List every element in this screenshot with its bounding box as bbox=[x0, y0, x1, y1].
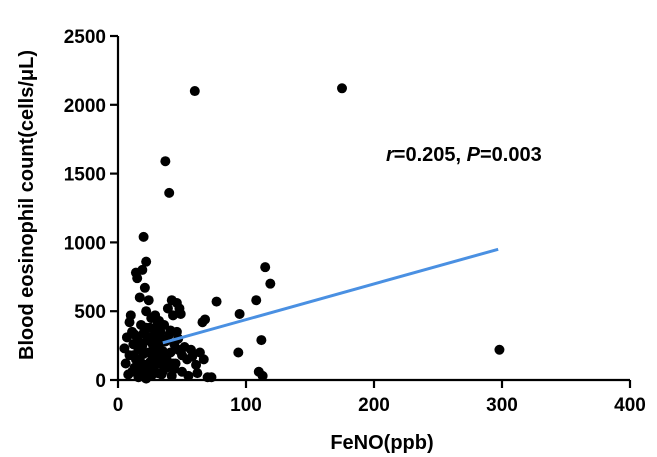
data-point bbox=[121, 332, 132, 343]
data-point bbox=[141, 306, 152, 317]
data-point bbox=[136, 337, 147, 348]
y-tick-label: 1500 bbox=[64, 165, 106, 186]
data-point bbox=[175, 308, 186, 319]
data-point bbox=[256, 335, 267, 346]
x-tick-label: 400 bbox=[614, 395, 646, 416]
data-point bbox=[152, 317, 163, 328]
data-point bbox=[164, 187, 175, 198]
x-tick-label: 0 bbox=[113, 395, 124, 416]
data-point bbox=[129, 329, 140, 340]
data-point bbox=[234, 308, 245, 319]
x-axis-title: FeNO(ppb) bbox=[330, 432, 433, 454]
data-point bbox=[151, 337, 162, 348]
correlation-annotation: r=0.205, P=0.003 bbox=[386, 144, 542, 166]
data-point bbox=[119, 343, 130, 354]
data-point bbox=[156, 369, 167, 380]
y-tick-label: 1000 bbox=[64, 233, 106, 254]
x-tick-label: 200 bbox=[358, 395, 390, 416]
data-point bbox=[133, 361, 144, 372]
x-tick-label: 300 bbox=[486, 395, 518, 416]
data-point bbox=[169, 363, 180, 374]
data-point bbox=[138, 231, 149, 242]
data-point bbox=[189, 86, 200, 97]
data-point bbox=[138, 348, 149, 359]
data-point bbox=[200, 314, 211, 325]
data-point bbox=[141, 322, 152, 333]
data-point bbox=[125, 310, 136, 321]
data-point bbox=[251, 295, 262, 306]
y-tick-label: 2500 bbox=[64, 27, 106, 48]
data-point bbox=[146, 347, 157, 358]
r-value: =0.205, bbox=[394, 144, 467, 166]
data-point bbox=[494, 344, 505, 355]
data-point bbox=[192, 368, 203, 379]
data-point bbox=[143, 295, 154, 306]
p-symbol: P bbox=[467, 144, 481, 166]
data-point bbox=[155, 326, 166, 337]
data-point bbox=[198, 354, 209, 365]
y-tick-label: 500 bbox=[74, 302, 106, 323]
data-point bbox=[265, 278, 276, 289]
data-point bbox=[257, 370, 268, 381]
data-point bbox=[141, 256, 152, 267]
x-tick-label: 100 bbox=[230, 395, 262, 416]
data-point bbox=[165, 325, 176, 336]
data-point bbox=[139, 282, 150, 293]
data-point bbox=[132, 273, 143, 284]
regression-line bbox=[162, 247, 499, 345]
data-point bbox=[187, 351, 198, 362]
y-tick-label: 2000 bbox=[64, 96, 106, 117]
data-point bbox=[183, 370, 194, 381]
data-point bbox=[206, 372, 217, 383]
data-point bbox=[134, 292, 145, 303]
data-point bbox=[142, 365, 153, 376]
p-value: =0.003 bbox=[480, 144, 542, 166]
r-symbol: r bbox=[386, 144, 395, 166]
data-point bbox=[337, 83, 347, 94]
data-point bbox=[191, 359, 202, 370]
data-point bbox=[233, 347, 244, 358]
data-point bbox=[162, 303, 173, 314]
data-point bbox=[148, 355, 159, 366]
data-points bbox=[119, 83, 505, 384]
data-point bbox=[160, 156, 171, 167]
data-point bbox=[159, 352, 170, 363]
data-point bbox=[137, 264, 148, 275]
y-axis: 0 500 1000 1500 2000 2500 bbox=[64, 27, 120, 392]
x-axis: 0 100 200 300 400 bbox=[113, 378, 646, 416]
data-point bbox=[143, 332, 154, 343]
data-point bbox=[260, 262, 271, 273]
y-axis-title: Blood eosinophil count(cells/μL) bbox=[16, 50, 38, 360]
y-tick-label: 0 bbox=[95, 371, 106, 392]
data-point bbox=[168, 310, 179, 321]
data-point bbox=[120, 358, 131, 369]
data-point bbox=[211, 296, 222, 307]
